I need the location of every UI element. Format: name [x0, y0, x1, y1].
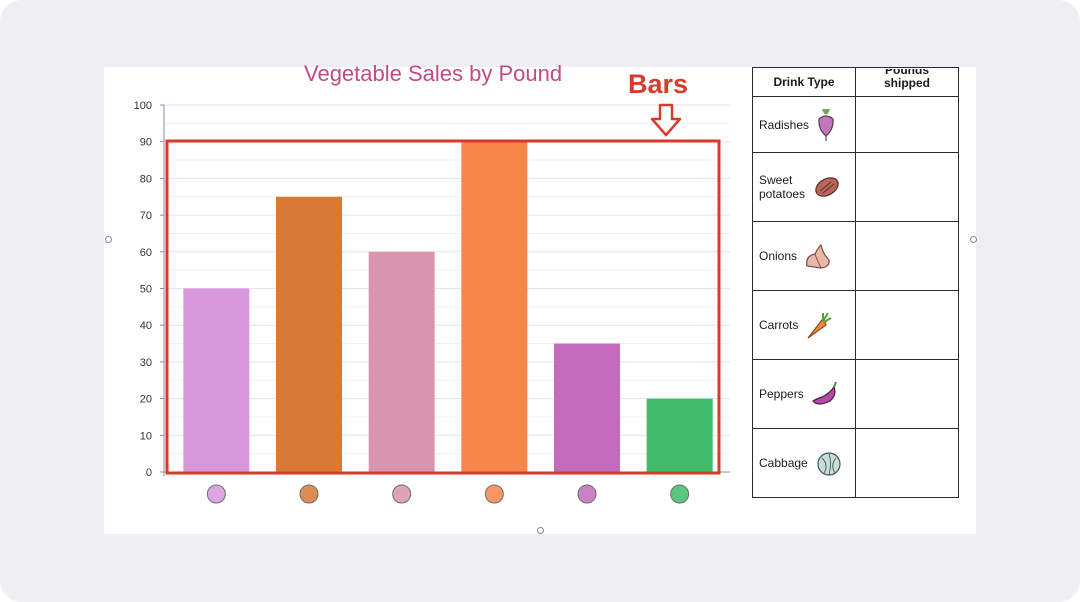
cabbage-icon — [817, 452, 841, 476]
bar-carrots — [461, 141, 528, 472]
row-label-cell: Peppers — [752, 359, 856, 429]
sweet-potato-icon — [815, 177, 839, 197]
row-label: Carrots — [759, 318, 799, 332]
onion-icon — [392, 484, 412, 504]
row-value-cell[interactable] — [855, 428, 959, 498]
table-row: Sweet potatoes — [752, 152, 959, 222]
row-label-cell: Cabbage — [752, 428, 856, 498]
sweet-potato-icon — [299, 484, 319, 504]
y-tick-label: 70 — [140, 210, 152, 222]
y-tick-label: 60 — [140, 247, 152, 259]
table-row: Cabbage — [752, 428, 959, 498]
carrot-icon — [484, 484, 504, 504]
table-row: Radishes — [752, 96, 959, 153]
y-tick-label: 40 — [140, 320, 152, 332]
y-tick-label: 80 — [140, 173, 152, 185]
bars-highlight-box — [165, 139, 721, 475]
table-row: Carrots — [752, 290, 959, 360]
onion-icon — [806, 244, 830, 269]
bar-radishes — [183, 288, 250, 472]
radish-icon — [818, 108, 834, 141]
y-tick-label: 20 — [140, 394, 152, 406]
header-pounds-shipped: Pounds shipped — [855, 67, 959, 97]
y-tick-label: 10 — [140, 430, 152, 442]
row-label-cell: Sweet potatoes — [752, 152, 856, 222]
row-label: Sweet potatoes — [759, 173, 806, 201]
slide-canvas: 0 10 20 30 40 50 60 70 80 90 100 Vegetable Sales b… — [104, 61, 976, 534]
header-col1-label: Drink Type — [773, 75, 835, 89]
table-header-row: Drink Type Pounds shipped — [752, 67, 959, 97]
row-label: Onions — [759, 249, 798, 263]
row-value-cell[interactable] — [855, 152, 959, 222]
bar-chart: 0 10 20 30 40 50 60 70 80 90 100 — [134, 100, 730, 504]
sales-table: Drink Type Pounds shipped Radishes — [752, 67, 959, 498]
resize-handle-left[interactable] — [105, 236, 112, 243]
row-value-cell[interactable] — [855, 359, 959, 429]
bar-sweet-potatoes — [276, 196, 342, 472]
y-tick-label: 30 — [140, 357, 152, 369]
down-arrow-icon — [650, 103, 682, 137]
y-tick-label: 100 — [134, 100, 152, 112]
row-label-cell: Carrots — [752, 290, 856, 360]
bar-onions — [368, 251, 435, 472]
row-label-cell: Radishes — [752, 96, 856, 153]
row-value-cell[interactable] — [855, 96, 959, 153]
row-value-cell[interactable] — [855, 221, 959, 291]
pepper-icon — [577, 484, 597, 504]
table-row: Peppers — [752, 359, 959, 429]
cabbage-icon — [670, 484, 690, 504]
bar-peppers — [554, 343, 620, 472]
radish-icon — [206, 484, 226, 504]
resize-handle-bottom[interactable] — [537, 527, 544, 534]
y-tick-label: 50 — [140, 284, 152, 296]
row-value-cell[interactable] — [855, 290, 959, 360]
carrot-icon — [807, 312, 832, 339]
y-tick-label: 0 — [146, 467, 152, 479]
resize-handle-right[interactable] — [970, 236, 977, 243]
y-tick-label: 90 — [140, 137, 152, 149]
header-drink-type: Drink Type — [752, 67, 856, 97]
row-label: Radishes — [759, 117, 810, 132]
row-label: Cabbage — [759, 456, 808, 470]
header-col2-line2: shipped — [883, 76, 930, 90]
chart-title: Vegetable Sales by Pound — [304, 61, 563, 86]
pepper-icon — [811, 381, 837, 405]
header-col2-line1: Pounds — [885, 69, 929, 77]
row-label: Peppers — [759, 387, 804, 401]
bars-callout-label: Bars — [628, 69, 689, 99]
table-row: Onions — [752, 221, 959, 291]
row-label-cell: Onions — [752, 221, 856, 291]
bar-cabbage — [646, 398, 713, 472]
